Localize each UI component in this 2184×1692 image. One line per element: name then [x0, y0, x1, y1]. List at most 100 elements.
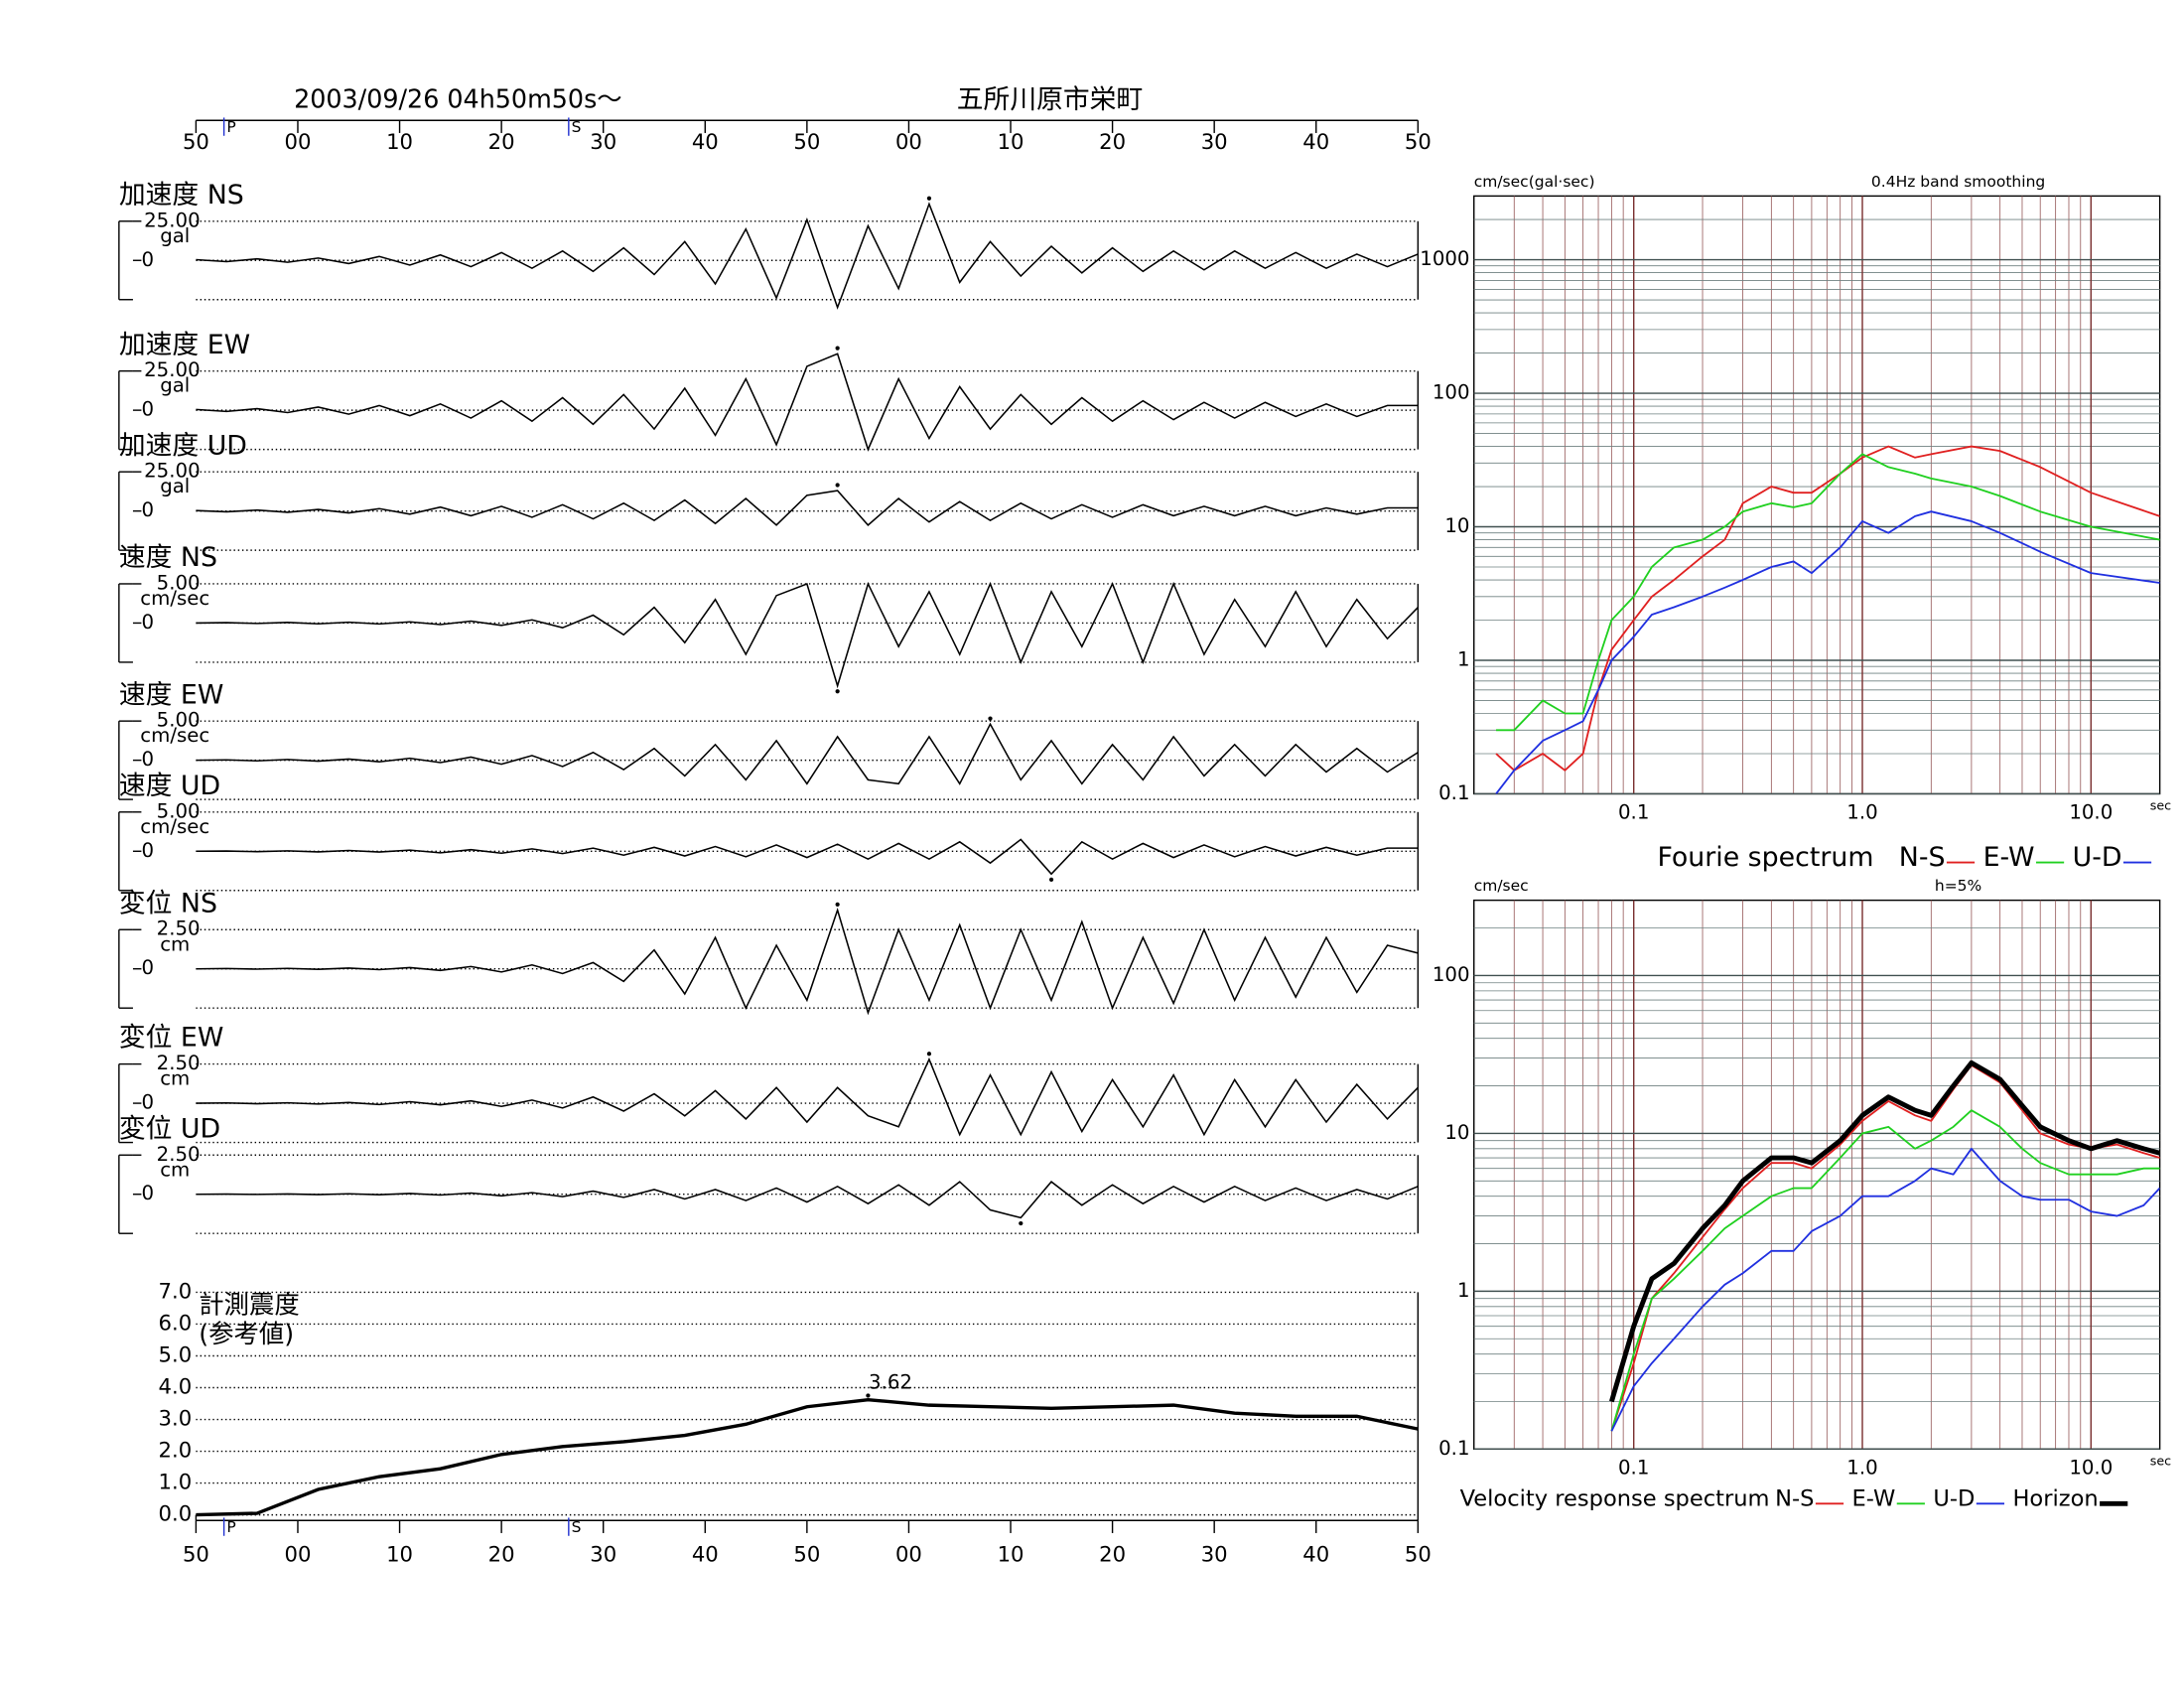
- y-tick-label: 1: [1457, 1279, 1470, 1302]
- waveform-trace: [196, 1057, 1419, 1137]
- peak-marker: [988, 716, 993, 721]
- phase-label: S: [572, 1518, 582, 1536]
- time-tick-label: 00: [285, 1542, 312, 1567]
- unit-label: cm: [160, 932, 190, 955]
- x-tick-label: 10.0: [2069, 1457, 2113, 1480]
- peak-marker: [866, 1393, 871, 1398]
- y-tick-label: 1000: [1420, 247, 1469, 270]
- unit-label: cm: [160, 1158, 190, 1181]
- peak-marker: [926, 1052, 932, 1057]
- y-tick-label: 0.0: [159, 1501, 193, 1526]
- time-tick-label: 00: [895, 1542, 922, 1567]
- waveform-trace: [196, 722, 1419, 785]
- time-tick-label: 30: [590, 1542, 616, 1567]
- y-tick-label: 5.00: [157, 799, 201, 822]
- note: h=5%: [1935, 877, 1981, 895]
- time-tick-label: 50: [1405, 1542, 1432, 1567]
- station-name: 五所川原市栄町: [957, 84, 1143, 115]
- time-tick-label: 40: [1302, 129, 1329, 154]
- legend-label: Horizon: [2012, 1486, 2098, 1512]
- y-tick-label: 0.1: [1438, 1437, 1469, 1460]
- record-datetime: 2003/09/26 04h50m50s〜: [294, 84, 622, 114]
- time-tick-label: 20: [1099, 1542, 1126, 1567]
- y-tick-label: 100: [1433, 381, 1470, 404]
- unit-label: gal: [160, 374, 190, 397]
- time-tick-label: 50: [793, 129, 820, 154]
- peak-marker: [835, 689, 840, 694]
- time-tick-label: 50: [183, 129, 209, 154]
- y-tick-label: 5.00: [157, 709, 201, 732]
- series-group: [1495, 445, 2160, 794]
- y-tick-label: 1: [1457, 647, 1470, 670]
- unit-label: gal: [160, 475, 190, 497]
- time-tick-label: 40: [692, 129, 719, 154]
- y-tick-label: 0: [142, 398, 155, 421]
- phase-label: P: [226, 118, 235, 136]
- peak-marker: [835, 483, 840, 488]
- y-tick-label: 5.0: [159, 1341, 193, 1366]
- legend-label: U-D: [1933, 1486, 1975, 1512]
- time-tick-label: 50: [183, 1542, 209, 1567]
- x-tick-label: 1.0: [1846, 801, 1877, 824]
- time-tick-label: 30: [1201, 129, 1228, 154]
- y-tick-label: 0: [142, 839, 155, 862]
- panel-title: 速度 NS: [119, 542, 217, 573]
- y-tick-label: 25.00: [144, 358, 201, 381]
- time-tick-label: 10: [998, 1542, 1024, 1567]
- time-tick-label: 10: [386, 129, 413, 154]
- peak-label: 3.62: [869, 1370, 912, 1393]
- phase-label: S: [572, 118, 582, 136]
- legend-label: E-W: [1852, 1486, 1896, 1512]
- y-tick-label: 1.0: [159, 1470, 193, 1494]
- panel-title: 速度 EW: [119, 679, 223, 710]
- spectrum-line: [1610, 1063, 2160, 1432]
- waveform-trace: [196, 202, 1419, 310]
- time-tick-label: 30: [590, 129, 616, 154]
- intensity-title: 計測震度: [199, 1290, 299, 1320]
- x-unit: sec: [2150, 1454, 2171, 1469]
- x-tick-label: 0.1: [1618, 801, 1649, 824]
- y-tick-label: 0: [142, 611, 155, 634]
- unit-label: gal: [160, 224, 190, 247]
- y-tick-label: 5.00: [157, 571, 201, 594]
- spectrum-line: [1495, 510, 2160, 794]
- y-tick-label: 2.50: [157, 1143, 201, 1166]
- x-unit: sec: [2150, 798, 2171, 813]
- y-tick-label: 3.0: [159, 1406, 193, 1431]
- y-tick-label: 10: [1444, 514, 1469, 537]
- y-tick-label: 0: [142, 748, 155, 771]
- x-tick-label: 10.0: [2069, 801, 2113, 824]
- y-tick-label: 2.50: [157, 917, 201, 940]
- x-tick-label: 1.0: [1846, 1457, 1877, 1480]
- time-tick-label: 20: [1099, 129, 1126, 154]
- y-tick-label: 6.0: [159, 1310, 193, 1335]
- time-tick-label: 00: [285, 129, 312, 154]
- waveform-trace: [196, 352, 1419, 452]
- peak-marker: [835, 346, 840, 351]
- y-unit: cm/sec(gal·sec): [1474, 173, 1595, 191]
- phase-label: P: [226, 1518, 235, 1536]
- note: 0.4Hz band smoothing: [1871, 173, 2045, 191]
- spectrum-line: [1610, 1147, 2160, 1432]
- y-tick-label: 2.50: [157, 1052, 201, 1074]
- time-tick-label: 20: [488, 129, 515, 154]
- unit-label: cm: [160, 1067, 190, 1090]
- time-tick-label: 30: [1201, 1542, 1228, 1567]
- panel-title: 変位 NS: [119, 888, 217, 918]
- panel-title: 変位 EW: [119, 1023, 223, 1054]
- legend-label: U-D: [2073, 842, 2122, 873]
- intensity-title: (参考値): [199, 1319, 294, 1348]
- unit-label: cm/sec: [140, 815, 209, 838]
- time-tick-label: 10: [998, 129, 1024, 154]
- time-tick-label: 40: [1302, 1542, 1329, 1567]
- time-tick-label: 50: [1405, 129, 1432, 154]
- panel-title: 加速度 NS: [119, 180, 244, 211]
- peak-marker: [926, 196, 932, 201]
- time-tick-label: 00: [895, 129, 922, 154]
- waveform-trace: [196, 1181, 1419, 1219]
- y-tick-label: 10: [1444, 1121, 1469, 1144]
- unit-label: cm/sec: [140, 724, 209, 747]
- unit-label: cm/sec: [140, 587, 209, 610]
- waveform-trace: [196, 907, 1419, 1016]
